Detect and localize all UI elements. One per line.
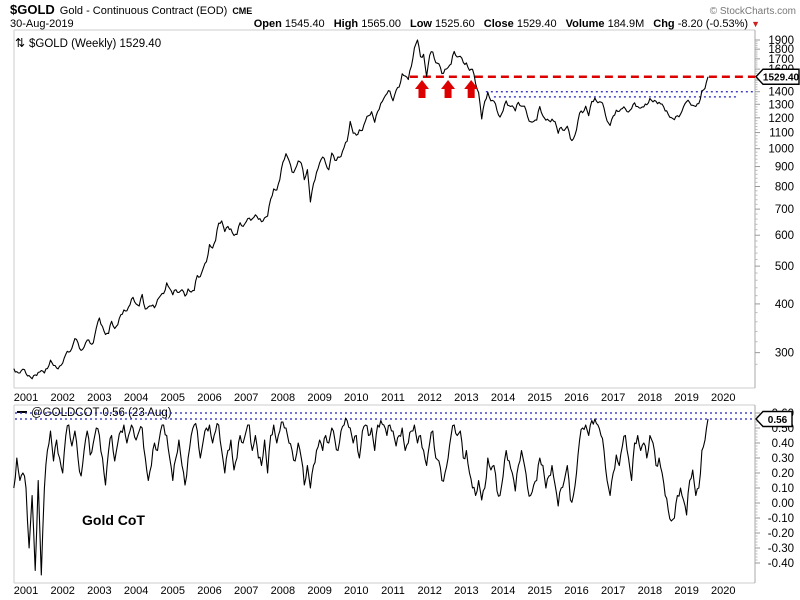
cot-y-axis-tick-label: -0.10: [768, 513, 794, 525]
instrument-name: Gold - Continuous Contract (EOD): [59, 5, 228, 17]
last-price-label-text: 1529.40: [763, 73, 800, 84]
main-chart-legend: $GOLD (Weekly) 1529.40: [29, 38, 161, 50]
x-axis-year-label: 2004: [124, 392, 148, 404]
x-axis-year-label: 2017: [601, 392, 625, 404]
cot-x-axis-year-label: 2018: [638, 585, 662, 597]
cot-x-axis-year-label: 2006: [197, 585, 221, 597]
y-axis-tick-label: 1400: [768, 87, 794, 99]
quote-field-volume: Volume 184.9M: [565, 18, 645, 30]
x-axis-year-label: 2020: [711, 392, 735, 404]
cot-indicator-chart: @GOLDCOT 0.56 (23 Aug) Gold CoT 0.600.50…: [13, 404, 794, 597]
quote-field-chg: Chg -8.20 (-0.53%) ▼: [653, 18, 760, 30]
cot-y-axis-tick-label: 0.10: [772, 483, 794, 495]
quote-row: 30-Aug-2019 Open 1545.40 High 1565.00 Low …: [10, 18, 796, 30]
cot-x-axis-year-label: 2011: [381, 585, 405, 597]
x-axis-year-label: 2009: [307, 392, 331, 404]
cot-last-value-label-text: 0.56: [768, 415, 788, 426]
cot-x-axis-year-label: 2009: [307, 585, 331, 597]
y-axis-tick-label: 1700: [768, 54, 794, 66]
cot-x-axis-year-label: 2005: [161, 585, 185, 597]
cot-x-axis-year-label: 2020: [711, 585, 735, 597]
x-axis-year-label: 2014: [491, 392, 515, 404]
quote-field-low: Low 1525.60: [409, 18, 475, 30]
cot-y-axis-tick-label: 0.20: [772, 468, 794, 480]
x-axis-year-label: 2013: [454, 392, 478, 404]
quote-field-open: Open 1545.40: [253, 18, 325, 30]
y-axis-tick-label: 1800: [768, 44, 794, 56]
x-axis-year-label: 2007: [234, 392, 258, 404]
cot-y-axis-tick-label: 0.40: [772, 438, 794, 450]
cot-x-axis-year-label: 2010: [344, 585, 368, 597]
red-up-arrow-annotation: [414, 80, 429, 99]
y-axis-tick-label: 1200: [768, 113, 794, 125]
ohlc-quote-fields: Open 1545.40 High 1565.00 Low 1525.60 Close…: [254, 18, 796, 30]
x-axis-year-label: 2001: [14, 392, 38, 404]
quote-field-high: High 1565.00: [333, 18, 401, 30]
x-axis-year-label: 2003: [87, 392, 111, 404]
cot-y-axis-tick-label: -0.20: [768, 528, 794, 540]
x-axis-year-label: 2006: [197, 392, 221, 404]
cot-x-axis-year-label: 2019: [674, 585, 698, 597]
cot-x-axis-year-label: 2002: [50, 585, 74, 597]
main-price-chart: ⇅ $GOLD (Weekly) 1529.40 190018001700160…: [13, 29, 800, 404]
title-row: $GOLD Gold - Continuous Contract (EOD) C…: [10, 2, 796, 17]
y-axis-tick-label: 1100: [769, 128, 794, 140]
cot-x-axis-year-label: 2015: [528, 585, 552, 597]
y-axis-tick-label: 300: [775, 348, 794, 360]
y-axis-tick-label: 400: [775, 299, 794, 311]
cot-y-axis-tick-label: -0.40: [768, 558, 794, 570]
cot-y-axis-tick-label: 0.00: [772, 498, 794, 510]
x-axis-year-label: 2005: [161, 392, 185, 404]
symbol-title: $GOLD: [10, 2, 55, 17]
y-axis-tick-label: 800: [775, 182, 794, 194]
y-axis-tick-label: 600: [775, 230, 794, 242]
last-price-label-box: [755, 68, 800, 85]
gold-cot-label: Gold CoT: [82, 512, 145, 528]
x-axis-year-label: 2002: [50, 392, 74, 404]
y-axis-tick-label: 500: [775, 261, 794, 273]
x-axis-year-label: 2019: [674, 392, 698, 404]
exchange-label: CME: [232, 6, 253, 16]
cot-y-axis-tick-label: -0.30: [768, 543, 794, 555]
x-axis-year-label: 2011: [381, 392, 405, 404]
x-axis-year-label: 2010: [344, 392, 368, 404]
change-down-triangle-icon: ▼: [751, 19, 760, 29]
cot-last-value-label-box: [755, 410, 793, 428]
x-axis-year-label: 2018: [638, 392, 662, 404]
cot-x-axis-year-label: 2004: [124, 585, 148, 597]
cot-x-axis-year-label: 2012: [417, 585, 441, 597]
chart-header: $GOLD Gold - Continuous Contract (EOD) C…: [10, 2, 796, 30]
y-axis-tick-label: 900: [775, 162, 794, 174]
cot-x-axis-year-label: 2001: [14, 585, 38, 597]
gold-price-line: [13, 39, 709, 380]
y-axis-tick-label: 1300: [768, 99, 794, 111]
cot-x-axis-year-label: 2007: [234, 585, 258, 597]
y-axis-tick-label: 700: [775, 204, 794, 216]
x-axis-year-label: 2015: [528, 392, 552, 404]
updown-arrows-icon: ⇅: [15, 36, 25, 50]
cot-x-axis-year-label: 2016: [564, 585, 588, 597]
x-axis-year-label: 2012: [417, 392, 441, 404]
x-axis-year-label: 2008: [271, 392, 295, 404]
cot-x-axis-year-label: 2017: [601, 585, 625, 597]
quote-field-close: Close 1529.40: [483, 18, 557, 30]
x-axis-year-label: 2016: [564, 392, 588, 404]
cot-x-axis-year-label: 2013: [454, 585, 478, 597]
copyright-link[interactable]: © StockCharts.com: [709, 6, 796, 17]
y-axis-tick-label: 1000: [768, 144, 794, 156]
cot-x-axis-year-label: 2014: [491, 585, 515, 597]
cot-x-axis-year-label: 2003: [87, 585, 111, 597]
cot-x-axis-year-label: 2008: [271, 585, 295, 597]
chart-date: 30-Aug-2019: [10, 18, 74, 30]
red-up-arrow-annotation: [464, 80, 479, 99]
cot-line: [13, 417, 709, 576]
cot-y-axis-tick-label: 0.30: [772, 453, 794, 465]
y-axis-tick-label: 1900: [768, 35, 794, 47]
red-up-arrow-annotation: [441, 80, 456, 99]
